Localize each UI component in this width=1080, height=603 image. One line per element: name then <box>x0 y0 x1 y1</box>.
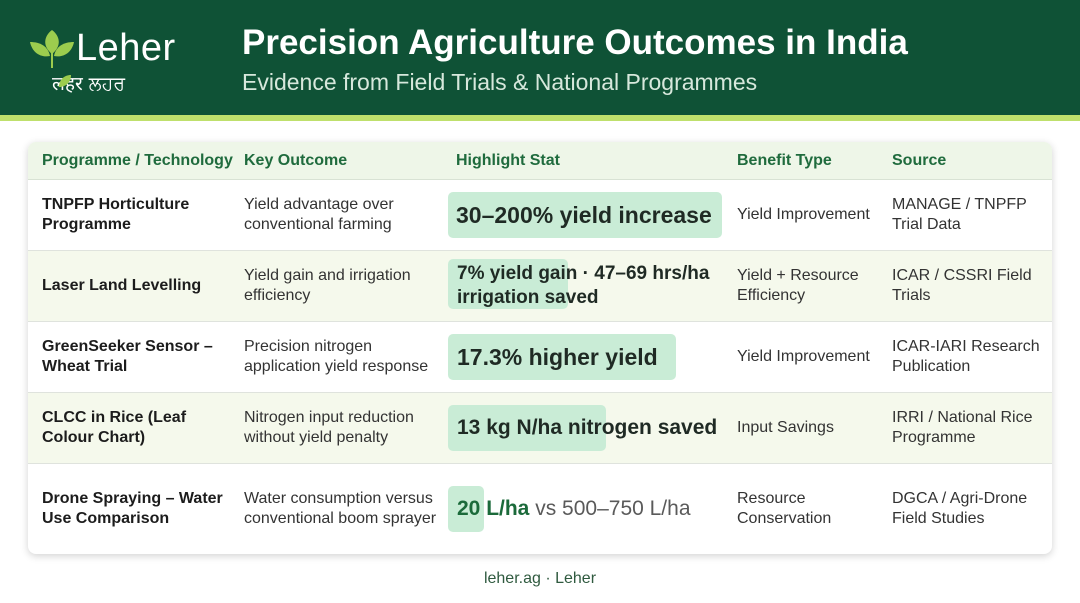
logo-wordmark: Leher <box>76 27 176 69</box>
column-header-benefit: Benefit Type <box>737 152 832 169</box>
outcome-cell: Nitrogen input reduction without yield p… <box>244 409 414 446</box>
programme-cell: Drone Spraying – Water Use Comparison <box>42 490 223 527</box>
programme-cell: GreenSeeker Sensor – Wheat Trial <box>42 338 213 375</box>
highlight-stat: 30–200% yield increase <box>448 192 722 238</box>
highlight-stat: 17.3% higher yield <box>448 334 676 380</box>
benefit-cell: Resource Conservation <box>737 490 832 527</box>
stat-cell: 30–200% yield increase <box>448 180 738 250</box>
accent-strip <box>0 115 1080 121</box>
stat-comparison: vs 500–750 L/ha <box>529 497 691 520</box>
leher-logo: Leher लहर ਲਹਰ <box>30 22 230 97</box>
column-header-source: Source <box>892 152 947 169</box>
header-band: Leher लहर ਲਹਰ Precision Agriculture Outc… <box>0 0 1080 115</box>
table-row: CLCC in Rice (Leaf Colour Chart) Nitroge… <box>28 393 1052 464</box>
table-row: Laser Land Levelling Yield gain and irri… <box>28 251 1052 322</box>
table-row: TNPFP Horticulture Programme Yield advan… <box>28 180 1052 251</box>
stat-highlight <box>448 192 722 238</box>
logo-tagline-hindi: लहर <box>52 73 83 95</box>
stat-text: 7% yield gain · 47–69 hrs/ha irrigation … <box>457 263 710 308</box>
stat-text: 30–200% yield increase <box>456 202 712 228</box>
column-header-programme: Programme / Technology <box>42 152 233 169</box>
highlight-stat: 13 kg N/ha nitrogen saved <box>448 405 726 451</box>
source-cell: DGCA / Agri-Drone Field Studies <box>892 490 1028 527</box>
small-leaf-icon <box>59 75 71 87</box>
stat-highlight <box>448 486 484 532</box>
column-header-stat: Highlight Stat <box>456 152 560 169</box>
outcome-cell: Precision nitrogen application yield res… <box>244 338 429 375</box>
outcome-cell: Water consumption versus conventional bo… <box>244 490 437 527</box>
table-row: Drone Spraying – Water Use Comparison Wa… <box>28 464 1052 554</box>
stat-cell: 20 L/ha vs 500–750 L/ha <box>448 464 738 554</box>
stat-text: 13 kg N/ha nitrogen saved <box>457 416 718 439</box>
outcome-cell: Yield advantage over conventional farmin… <box>244 196 394 233</box>
source-cell: IRRI / National Rice Programme <box>892 409 1033 446</box>
page-title: Precision Agriculture Outcomes in India <box>242 23 908 62</box>
benefit-cell: Yield Improvement <box>737 206 870 223</box>
highlight-stat: 20 L/ha vs 500–750 L/ha <box>448 486 700 532</box>
leaf-logo-icon <box>30 30 74 69</box>
source-cell: MANAGE / TNPFP Trial Data <box>892 196 1027 233</box>
stat-text: 17.3% higher yield <box>457 344 658 370</box>
stat-text: 20 L/ha vs 500–750 L/ha <box>448 486 700 532</box>
stat-cell: 17.3% higher yield <box>448 322 738 392</box>
table-row: GreenSeeker Sensor – Wheat Trial Precisi… <box>28 322 1052 393</box>
highlight-stat: 7% yield gain · 47–69 hrs/ha irrigation … <box>448 259 738 313</box>
stat-cell: 7% yield gain · 47–69 hrs/ha irrigation … <box>448 251 738 321</box>
source-cell: ICAR / CSSRI Field Trials <box>892 267 1032 304</box>
outcome-cell: Yield gain and irrigation efficiency <box>244 267 411 304</box>
outcomes-table: Programme / Technology Key Outcome Highl… <box>28 142 1052 554</box>
benefit-cell: Yield Improvement <box>737 348 870 365</box>
programme-cell: Laser Land Levelling <box>42 277 202 294</box>
benefit-cell: Yield + Resource Efficiency <box>737 267 859 304</box>
programme-cell: TNPFP Horticulture Programme <box>42 196 190 233</box>
benefit-cell: Input Savings <box>737 419 834 436</box>
source-cell: ICAR-IARI Research Publication <box>892 338 1040 375</box>
stat-highlight <box>448 405 606 451</box>
footer-credit: leher.ag · Leher <box>483 570 597 587</box>
programme-cell: CLCC in Rice (Leaf Colour Chart) <box>42 409 187 446</box>
logo-tagline-punjabi: ਲਹਰ <box>88 73 126 95</box>
stat-highlight <box>448 334 676 380</box>
stat-cell: 13 kg N/ha nitrogen saved <box>448 393 738 463</box>
table-header: Programme / Technology Key Outcome Highl… <box>28 142 1052 180</box>
stat-highlight <box>448 259 568 309</box>
column-header-outcome: Key Outcome <box>244 152 348 169</box>
stat-emphasis: 20 L/ha <box>457 497 530 520</box>
page-subtitle: Evidence from Field Trials & National Pr… <box>242 69 758 95</box>
logo-tagline: लहर ਲਹਰ <box>52 72 125 96</box>
